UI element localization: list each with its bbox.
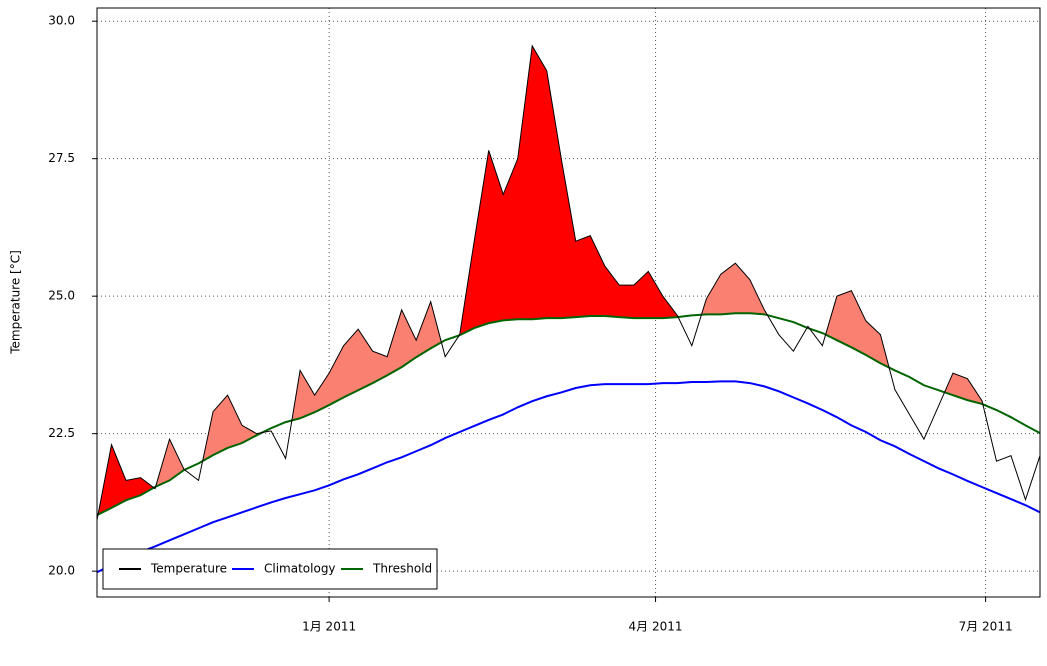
heatwave-fill bbox=[532, 46, 547, 319]
heatwave-fill bbox=[721, 263, 736, 314]
x-tick-label: 7月 2011 bbox=[959, 620, 1013, 634]
heatwave-fill bbox=[489, 150, 504, 323]
heatwave-fill bbox=[474, 150, 489, 328]
legend-label: Threshold bbox=[372, 562, 432, 576]
heatwave-fill bbox=[242, 425, 257, 443]
x-tick-label: 1月 2011 bbox=[302, 620, 356, 634]
heatwave-fill bbox=[518, 46, 533, 319]
heatwave-fill bbox=[561, 159, 576, 318]
heatwave-fill bbox=[648, 271, 663, 318]
heatwave-fill bbox=[837, 291, 852, 348]
y-tick-label: 22.5 bbox=[48, 426, 75, 440]
heatwave-fill bbox=[547, 71, 562, 318]
line-2 bbox=[97, 313, 1040, 515]
heatwave-fill bbox=[576, 236, 591, 317]
heatwave-fill bbox=[619, 285, 634, 318]
heatwave-fill bbox=[358, 329, 373, 390]
heatwave-fill bbox=[590, 236, 605, 316]
y-tick-label: 30.0 bbox=[48, 14, 75, 28]
legend-label: Climatology bbox=[264, 562, 336, 576]
heatwave-fill bbox=[300, 370, 315, 418]
heatwave-fill bbox=[851, 291, 866, 355]
heatwave-fill bbox=[503, 159, 518, 321]
heatwave-fill bbox=[344, 329, 359, 397]
y-tick-label: 25.0 bbox=[48, 289, 75, 303]
y-axis-label: Temperature [°C] bbox=[9, 250, 23, 355]
heatwave-fill bbox=[605, 266, 620, 317]
y-tick-label: 20.0 bbox=[48, 564, 75, 578]
heatwave-fill bbox=[387, 310, 402, 375]
x-tick-label: 4月 2011 bbox=[629, 620, 683, 634]
y-tick-label: 27.5 bbox=[48, 151, 75, 165]
line-1 bbox=[97, 381, 1040, 572]
legend-label: Temperature bbox=[150, 562, 227, 576]
heatwave-fill bbox=[329, 346, 344, 405]
